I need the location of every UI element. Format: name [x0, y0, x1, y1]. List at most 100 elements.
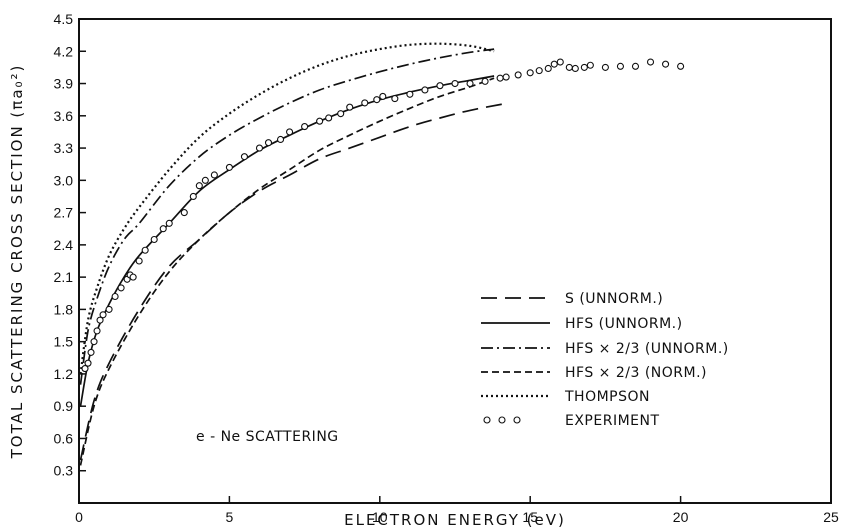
- experiment-point: [141, 246, 149, 254]
- legend-label: EXPERIMENT: [565, 413, 660, 429]
- x-tick-label: 0: [75, 509, 83, 525]
- legend-label: HFS × 2/3 (UNNORM.): [565, 341, 729, 357]
- x-tick-label: 10: [372, 509, 388, 525]
- experiment-point: [255, 144, 264, 152]
- experiment-point: [436, 82, 444, 90]
- plot-frame: [78, 18, 832, 504]
- experiment-point: [535, 67, 543, 75]
- series-line-2: [79, 48, 495, 385]
- y-tick-label: 0.9: [54, 398, 74, 414]
- experiment-point: [117, 284, 125, 292]
- y-axis-title: TOTAL SCATTERING CROSS SECTION (πa₀²): [8, 64, 26, 460]
- annotation-text: e - Ne SCATTERING: [196, 429, 339, 445]
- series-line-1: [79, 75, 495, 407]
- experiment-point: [544, 64, 552, 73]
- experiment-point: [276, 135, 285, 144]
- series-line-0: [79, 102, 510, 461]
- x-tick-label: 20: [673, 509, 689, 525]
- experiment-point: [677, 62, 685, 70]
- y-tick-label: 1.2: [54, 366, 74, 382]
- experiment-point: [316, 117, 324, 125]
- experiment-point: [646, 58, 655, 66]
- experiment-point: [391, 95, 399, 103]
- experiment-point: [550, 60, 558, 68]
- y-tick-label: 0.6: [54, 430, 74, 446]
- experiment-point: [451, 79, 459, 88]
- series-experiment: [81, 58, 685, 373]
- experiment-point: [87, 348, 95, 356]
- legend-marker: [483, 416, 491, 424]
- y-tick-label: 1.5: [54, 334, 74, 350]
- y-tick-label: 3.6: [54, 108, 74, 124]
- experiment-point: [662, 60, 670, 68]
- experiment-point: [514, 71, 522, 79]
- experiment-point: [571, 64, 579, 73]
- experiment-point: [111, 292, 119, 301]
- experiment-point: [361, 99, 369, 107]
- legend-label: S (UNNORM.): [565, 291, 663, 307]
- experiment-point: [165, 219, 173, 227]
- experiment-point: [631, 62, 640, 70]
- experiment-point: [346, 103, 354, 111]
- x-axis-title: ELECTRON ENERGY (eV): [344, 511, 566, 529]
- experiment-point: [466, 79, 474, 88]
- experiment-point: [325, 114, 333, 122]
- experiment-point: [496, 74, 504, 82]
- legend-marker: [498, 416, 506, 424]
- experiment-point: [189, 192, 197, 201]
- experiment-point: [195, 182, 203, 190]
- experiment-point: [337, 110, 345, 118]
- y-tick-label: 2.7: [54, 205, 74, 221]
- experiment-point: [586, 61, 594, 69]
- y-tick-label: 2.1: [54, 269, 74, 285]
- experiment-point: [225, 163, 233, 171]
- y-tick-label: 4.2: [54, 43, 74, 59]
- experiment-point: [93, 327, 101, 335]
- experiment-point: [84, 359, 92, 367]
- experiment-point: [150, 235, 158, 244]
- legend-label: HFS (UNNORM.): [565, 316, 683, 332]
- legend-label: THOMPSON: [564, 389, 650, 405]
- experiment-point: [105, 305, 113, 313]
- legend-marker: [513, 416, 521, 424]
- y-tick-label: 0.3: [54, 463, 74, 479]
- y-tick-label: 3.9: [54, 76, 74, 92]
- experiment-point: [81, 365, 89, 373]
- experiment-point: [601, 63, 609, 71]
- x-tick-label: 15: [522, 509, 538, 525]
- experiment-point: [201, 176, 209, 184]
- y-tick-label: 3.0: [54, 172, 74, 188]
- experiment-point: [96, 316, 104, 324]
- experiment-point: [240, 153, 248, 161]
- experiment-point: [421, 86, 429, 94]
- experiment-point: [406, 90, 414, 98]
- experiment-point: [210, 171, 218, 179]
- experiment-point: [526, 69, 534, 77]
- experiment-point: [481, 77, 489, 85]
- experiment-point: [565, 63, 573, 71]
- experiment-point: [135, 257, 143, 265]
- experiment-point: [379, 92, 387, 100]
- y-tick-label: 3.3: [54, 140, 74, 156]
- experiment-point: [556, 58, 564, 66]
- experiment-point: [616, 62, 624, 70]
- y-tick-label: 1.8: [54, 301, 74, 317]
- x-tick-label: 25: [823, 509, 839, 525]
- experiment-point: [264, 139, 273, 147]
- experiment-point: [286, 128, 294, 136]
- experiment-point: [373, 96, 381, 104]
- experiment-point: [159, 225, 167, 233]
- series-line-3: [79, 77, 495, 466]
- experiment-point: [99, 311, 107, 319]
- y-tick-label: 2.4: [54, 237, 74, 253]
- legend-label: HFS × 2/3 (NORM.): [565, 365, 707, 381]
- experiment-point: [580, 63, 588, 71]
- experiment-point: [180, 209, 188, 217]
- series-line-4: [79, 42, 495, 375]
- x-tick-label: 5: [226, 509, 234, 525]
- experiment-point: [301, 123, 309, 131]
- y-tick-label: 4.5: [54, 11, 74, 27]
- experiment-point: [90, 338, 98, 346]
- experiment-point: [502, 73, 510, 81]
